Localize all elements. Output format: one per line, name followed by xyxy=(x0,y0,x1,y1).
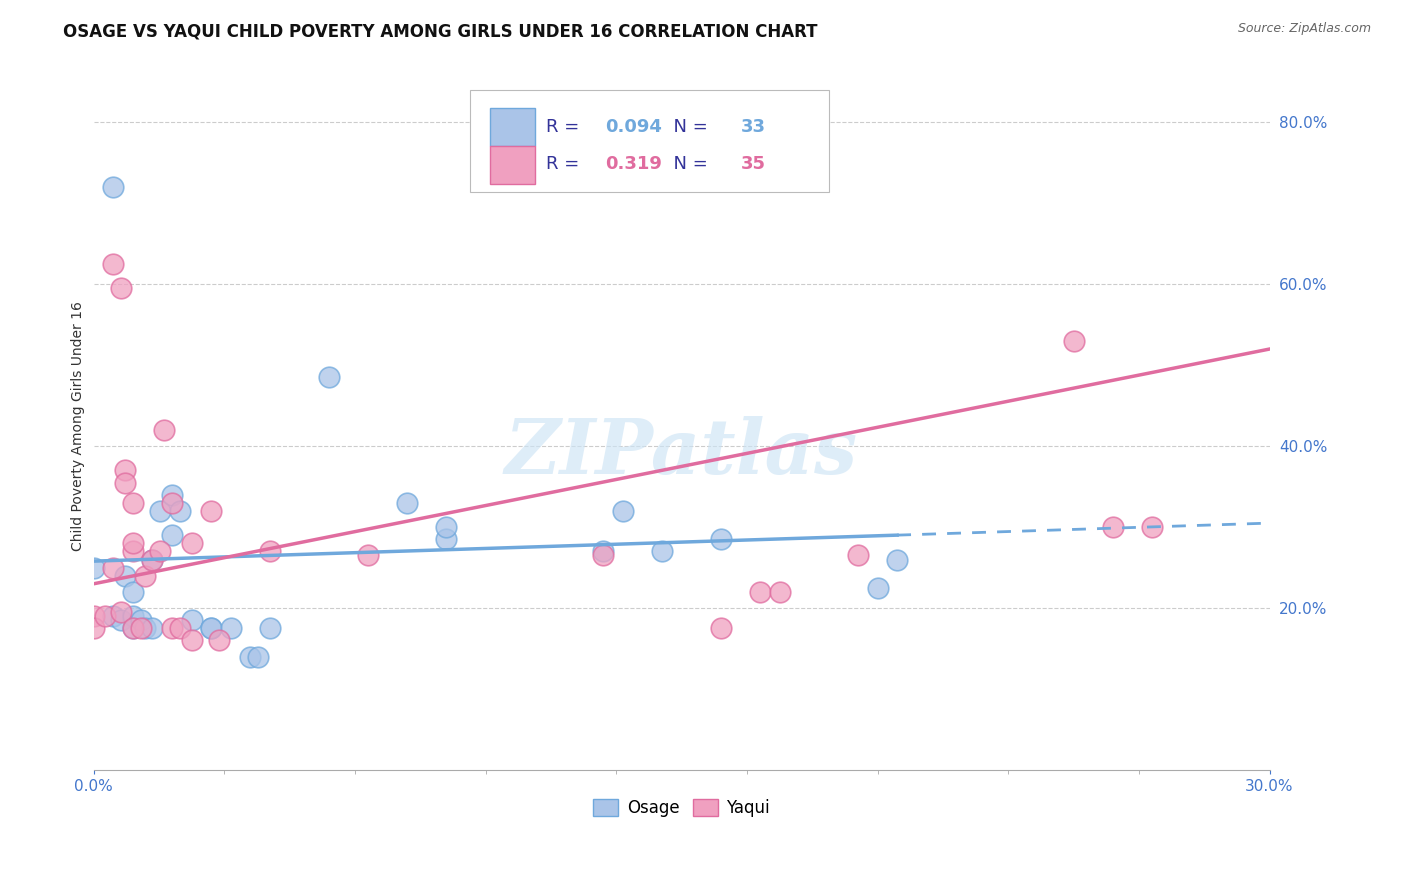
Point xyxy=(121,585,143,599)
Text: N =: N = xyxy=(662,155,713,173)
Y-axis label: Child Poverty Among Girls Under 16: Child Poverty Among Girls Under 16 xyxy=(72,301,86,551)
Point xyxy=(83,560,105,574)
Point xyxy=(149,544,172,558)
Point xyxy=(121,496,143,510)
Point xyxy=(101,609,124,624)
Point xyxy=(141,552,163,566)
Point xyxy=(134,621,156,635)
Point xyxy=(110,281,132,295)
Point xyxy=(160,528,183,542)
Point xyxy=(153,423,176,437)
Point xyxy=(180,613,202,627)
Point xyxy=(169,504,191,518)
Point xyxy=(83,621,105,635)
Text: ZIPatlas: ZIPatlas xyxy=(505,417,858,491)
Point xyxy=(592,549,614,563)
Point xyxy=(1063,334,1085,348)
Point xyxy=(612,504,634,518)
Text: 0.094: 0.094 xyxy=(605,118,662,136)
Point xyxy=(180,633,202,648)
Point xyxy=(101,560,124,574)
Point xyxy=(160,488,183,502)
Point xyxy=(121,609,143,624)
Point xyxy=(200,504,222,518)
Text: 35: 35 xyxy=(741,155,765,173)
Point xyxy=(121,536,143,550)
Text: R =: R = xyxy=(547,155,585,173)
Point xyxy=(1101,520,1123,534)
Point xyxy=(748,585,770,599)
Point xyxy=(434,533,457,547)
Text: 0.319: 0.319 xyxy=(605,155,662,173)
Point xyxy=(134,568,156,582)
Point xyxy=(318,370,340,384)
Point xyxy=(1140,520,1163,534)
Point xyxy=(768,585,790,599)
Point xyxy=(141,621,163,635)
Point xyxy=(114,475,136,490)
Text: 33: 33 xyxy=(741,118,765,136)
Point xyxy=(83,609,105,624)
Point xyxy=(110,613,132,627)
FancyBboxPatch shape xyxy=(489,108,534,146)
Point xyxy=(219,621,242,635)
Point xyxy=(200,621,222,635)
Point xyxy=(101,257,124,271)
Point xyxy=(259,544,281,558)
Point xyxy=(846,549,869,563)
Point xyxy=(592,544,614,558)
Legend: Osage, Yaqui: Osage, Yaqui xyxy=(586,792,776,823)
Point xyxy=(396,496,419,510)
Point xyxy=(160,496,183,510)
Text: R =: R = xyxy=(547,118,585,136)
Point xyxy=(651,544,673,558)
Point xyxy=(121,621,143,635)
Point xyxy=(866,581,889,595)
Point xyxy=(121,621,143,635)
Point xyxy=(259,621,281,635)
Point xyxy=(208,633,231,648)
Point xyxy=(114,463,136,477)
Point xyxy=(434,520,457,534)
Point xyxy=(886,552,908,566)
FancyBboxPatch shape xyxy=(489,146,534,184)
Point xyxy=(160,621,183,635)
Point xyxy=(239,649,262,664)
Text: N =: N = xyxy=(662,118,713,136)
Point xyxy=(129,613,152,627)
Point xyxy=(141,552,163,566)
Point xyxy=(114,568,136,582)
Point xyxy=(180,536,202,550)
Point xyxy=(129,621,152,635)
Text: Source: ZipAtlas.com: Source: ZipAtlas.com xyxy=(1237,22,1371,36)
Point xyxy=(121,544,143,558)
Point xyxy=(247,649,270,664)
Point xyxy=(149,504,172,518)
Point xyxy=(169,621,191,635)
Point xyxy=(710,621,733,635)
Point xyxy=(94,609,117,624)
FancyBboxPatch shape xyxy=(470,90,828,192)
Point xyxy=(357,549,380,563)
Point xyxy=(110,605,132,619)
Point xyxy=(710,533,733,547)
Point xyxy=(200,621,222,635)
Text: OSAGE VS YAQUI CHILD POVERTY AMONG GIRLS UNDER 16 CORRELATION CHART: OSAGE VS YAQUI CHILD POVERTY AMONG GIRLS… xyxy=(63,22,818,40)
Point xyxy=(101,180,124,194)
